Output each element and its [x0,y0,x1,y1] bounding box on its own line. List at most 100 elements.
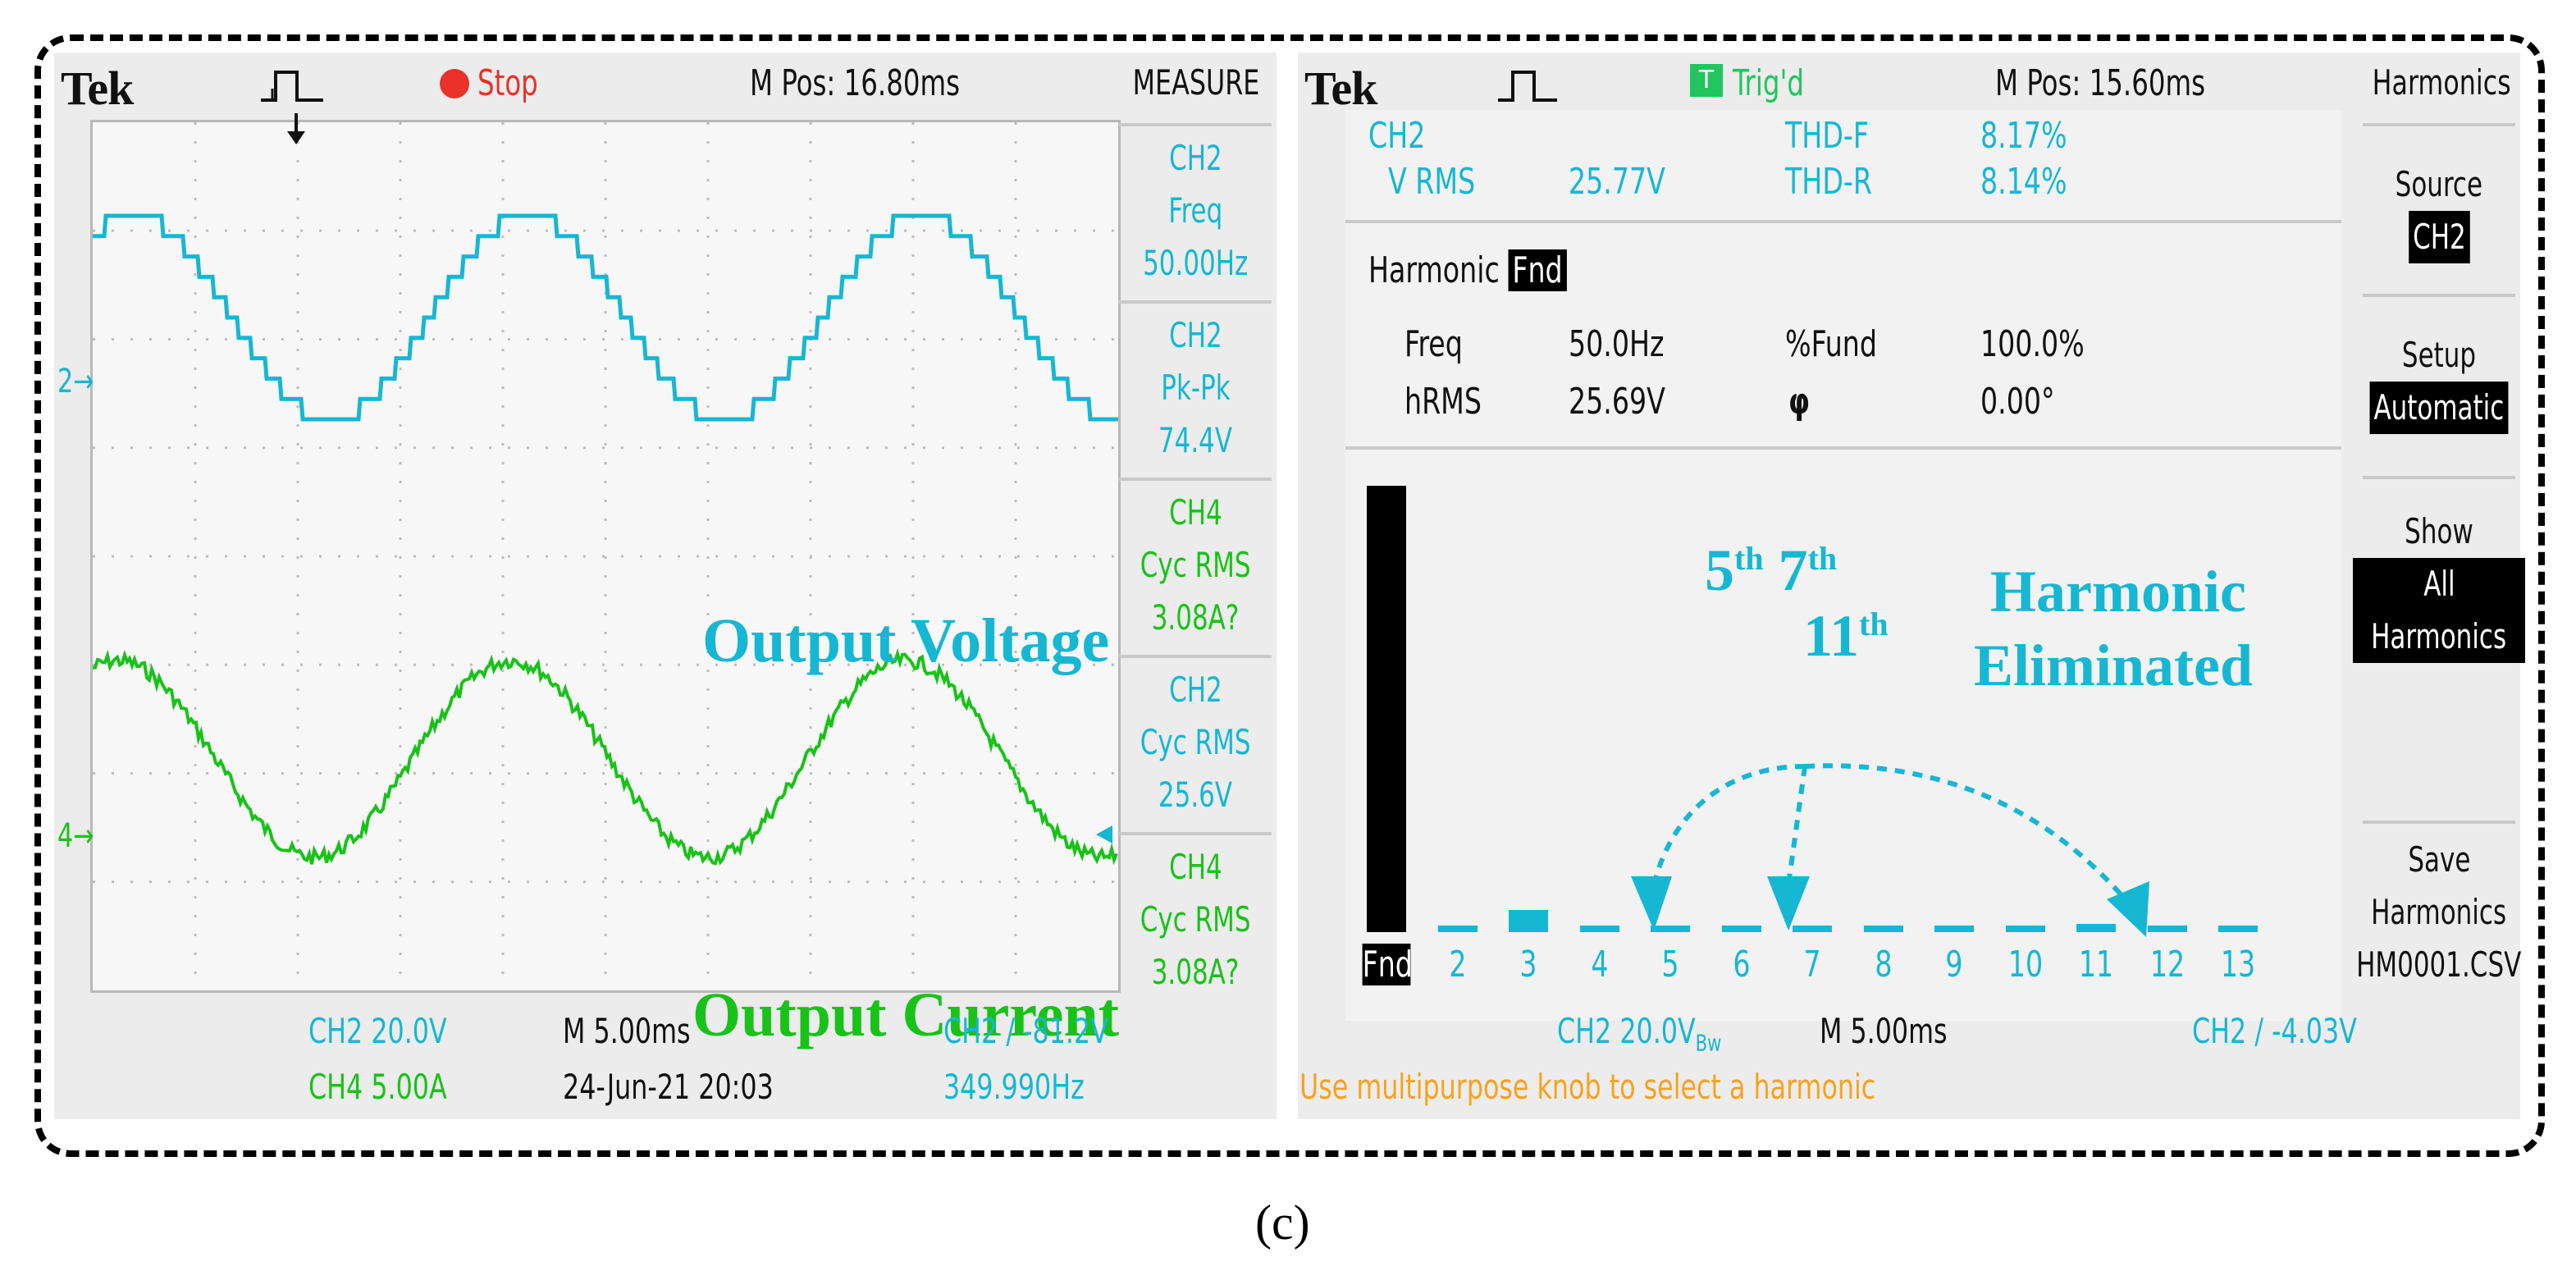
trigger-position-arrow [287,113,305,144]
arrow-to-7th [1767,876,1810,930]
right-oscilloscope-screen: Tek T Trig'd M Pos: 15.60ms CH2 V RMS 25… [1298,53,2525,1119]
harmonic-label-12[interactable]: 12 [2149,944,2185,985]
help-hint: Use multipurpose knob to select a harmon… [1299,1067,1876,1107]
harmonic-label-6[interactable]: 6 [1732,944,1751,985]
show-value-line1: All [2423,564,2455,604]
harmonic-label-2[interactable]: 2 [1448,944,1467,985]
harmonic-selected: Fnd [1508,249,1567,291]
arrow-to-5th [1631,876,1672,930]
hrms-label: hRMS [1404,381,1482,423]
harmonic-5-number: 5 [1705,537,1734,603]
harmonic-label-4[interactable]: 4 [1590,944,1609,985]
phase-value: 0.00° [1980,381,2055,423]
tek-logo: Tek [1304,62,1377,115]
harmonic-label-9[interactable]: 9 [1945,944,1963,985]
harmonic-label-7[interactable]: 7 [1803,944,1821,985]
thd-r-value: 8.14% [1980,161,2067,203]
ch4-current-waveform [93,648,1118,866]
harmonics-panel: CH2 V RMS 25.77V THD-F 8.17% THD-R 8.14%… [1345,110,2341,1021]
harmonics-menu-title: Harmonics [2372,62,2511,103]
harmonics-menu: Harmonics Source CH2 Setup Automatic Sho… [2353,53,2525,1004]
divider [1345,220,2341,223]
harmonic-bar-6 [1721,926,1761,932]
show-value-line2: Harmonics [2371,616,2507,656]
left-oscilloscope-screen: Tek Stop M Pos: 16.80ms 2→ 4→ Output Vol… [54,53,1277,1119]
harmonic-label-13[interactable]: 13 [2220,944,2256,985]
ch2-voltage-waveform [93,213,1118,422]
ch2-ground-marker: 2→ [57,363,94,400]
harmonic-label-fnd[interactable]: Fnd [1362,944,1413,985]
measure-menu: MEASURE CH2 Freq 50.00Hz CH2 Pk-Pk 74.4V CH4… [1116,53,1277,1004]
m-pos-readout: M Pos: 16.80ms [750,62,961,104]
run-state-label: Stop [477,62,538,104]
fund-value: 100.0% [1980,323,2085,365]
tek-logo: Tek [61,62,134,115]
measurement-ch2-cycrms[interactable]: CH2 Cyc RMS 25.6V [1119,655,1272,827]
summary-channel: CH2 [1368,115,1426,157]
harmonic-label-3[interactable]: 3 [1519,944,1537,985]
measurement-ch4-cycrms-2[interactable]: CH4 Cyc RMS 3.08A? [1119,832,1272,1004]
show-label: Show [2405,511,2473,551]
ch2-scale: CH2 20.0V [308,1011,447,1051]
harmonic-bar-9 [1934,926,1974,932]
thd-f-label: THD-F [1785,115,1870,157]
dashed-figure-frame [34,34,2545,1157]
setup-label: Setup [2401,335,2477,375]
phase-label: φ [1788,381,1811,423]
trigger-pulse-icon [1498,71,1557,102]
harmonic-bar-10 [2005,926,2045,932]
measurement-ch2-pkpk[interactable]: CH2 Pk-Pk 74.4V [1119,300,1272,473]
timebase: M 5.00ms [563,1011,691,1051]
show-value-box: All Harmonics [2353,558,2525,663]
show-button[interactable]: Show All Harmonics [2353,476,2525,689]
freq-value: 50.0Hz [1569,323,1665,365]
waveform-graticule [90,120,1121,993]
source-button[interactable]: Source CH2 [2363,123,2515,295]
trigger-level-arrow [1096,825,1112,844]
setup-button[interactable]: Setup Automatic [2363,294,2515,466]
fund-label: %Fund [1785,323,1877,365]
thd-r-label: THD-R [1785,161,1873,203]
harmonic-label-10[interactable]: 10 [2007,944,2043,985]
harmonic-label-8[interactable]: 8 [1874,944,1893,985]
measurement-ch4-cycrms[interactable]: CH4 Cyc RMS 3.08A? [1119,478,1272,650]
date-time: 24-Jun-21 20:03 [563,1067,774,1107]
hrms-value: 25.69V [1569,381,1665,423]
harmonic-bar-fnd [1367,486,1406,932]
output-voltage-label: Output Voltage [702,606,1110,675]
save-label-2: Harmonics [2371,892,2507,932]
freq-label: Freq [1404,323,1463,365]
ch2-scale-value: CH2 20.0V [1557,1011,1696,1051]
harmonic-bar-12 [2147,926,2187,932]
timebase: M 5.00ms [1820,1011,1948,1051]
figure-caption: (c) [1255,1196,1310,1250]
harmonic-bar-2 [1437,926,1478,932]
vrms-value: 25.77V [1569,161,1665,203]
harmonic-label-11[interactable]: 11 [2078,944,2114,985]
harmonic-label-5[interactable]: 5 [1661,944,1679,985]
stop-icon [440,69,469,98]
arrow-to-11th [2107,881,2149,937]
trigger-pulse-icon [261,71,323,102]
harmonic-label: Harmonic [1368,249,1500,291]
source-label: Source [2395,164,2483,204]
save-label-1: Save [2407,839,2471,880]
harmonic-selector[interactable]: Harmonic Fnd [1368,249,1567,291]
thd-f-value: 8.17% [1980,115,2067,157]
eliminated-annotation-number11: 11th [1803,602,1889,670]
trigger-readout: CH2 ∕ -4.03V [2192,1011,2357,1051]
sup-th: th [1859,606,1889,642]
measure-menu-title: MEASURE [1132,62,1260,103]
source-value: CH2 [2408,211,2470,263]
triggered-icon: T [1690,64,1723,97]
annotation-harmonic-word: Harmonic [1990,559,2246,624]
harmonic-bar-8 [1863,926,1903,932]
harmonic-11-number: 11 [1803,603,1860,669]
harmonic-7-number: 7 [1778,537,1808,603]
measurement-ch2-freq[interactable]: CH2 Freq 50.00Hz [1119,123,1272,295]
m-pos-readout: M Pos: 15.60ms [1995,62,2206,104]
vrms-label: V RMS [1388,161,1476,203]
harmonic-bar-7 [1793,926,1832,932]
save-harmonics-button[interactable]: Save Harmonics HM0001.CSV [2356,821,2522,1001]
sup-th: th [1734,540,1764,577]
